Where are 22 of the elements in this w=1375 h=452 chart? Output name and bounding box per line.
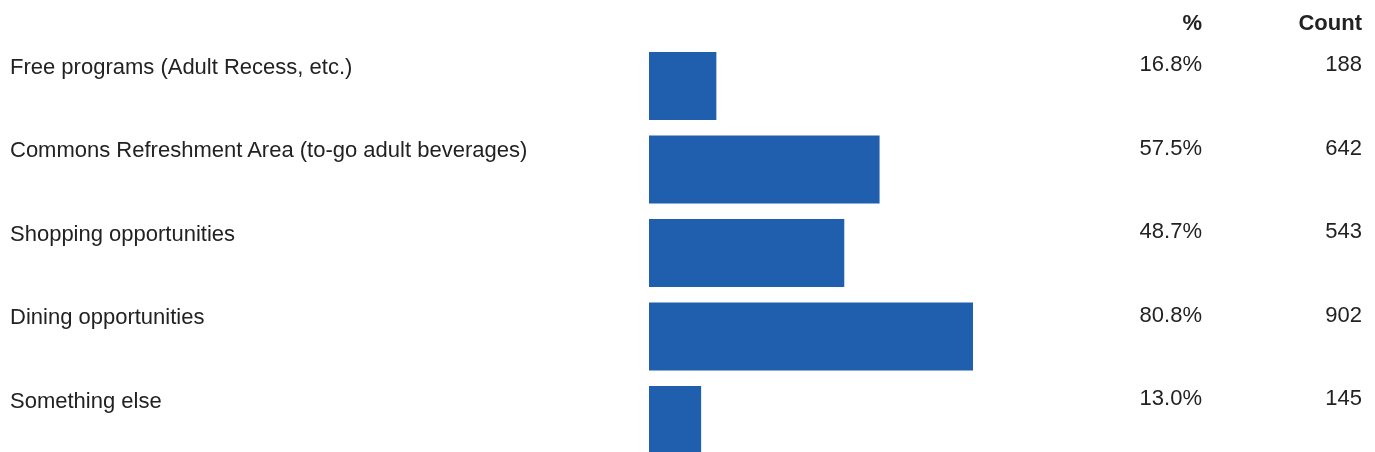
text: 902: [1325, 301, 1362, 327]
text: 543: [1325, 218, 1362, 243]
bar: [649, 386, 702, 452]
data-label: 57.5%: [1139, 134, 1202, 160]
text: %: [1182, 10, 1202, 35]
y-tick-label: Shopping opportunities: [10, 219, 237, 248]
text: Count: [1298, 10, 1363, 35]
bar: [649, 52, 717, 120]
data-label: 48.7%: [1139, 218, 1202, 243]
text: 188: [1325, 51, 1362, 76]
y-tick-label: Dining opportunities: [10, 303, 206, 332]
data-label: 16.8%: [1139, 51, 1202, 76]
data-label: 13.0%: [1139, 385, 1202, 410]
text: 642: [1325, 134, 1362, 160]
y-tick-label: Free programs (Adult Recess, etc.): [10, 52, 354, 81]
y-tick-label: Commons Refreshment Area (to-go adult beverages): [10, 136, 529, 165]
bar: [649, 135, 880, 204]
data-label: 80.8%: [1139, 301, 1202, 327]
bar: [649, 302, 973, 371]
bar: [649, 219, 845, 287]
text: 145: [1325, 385, 1362, 410]
y-tick-label: Something else: [10, 386, 163, 415]
